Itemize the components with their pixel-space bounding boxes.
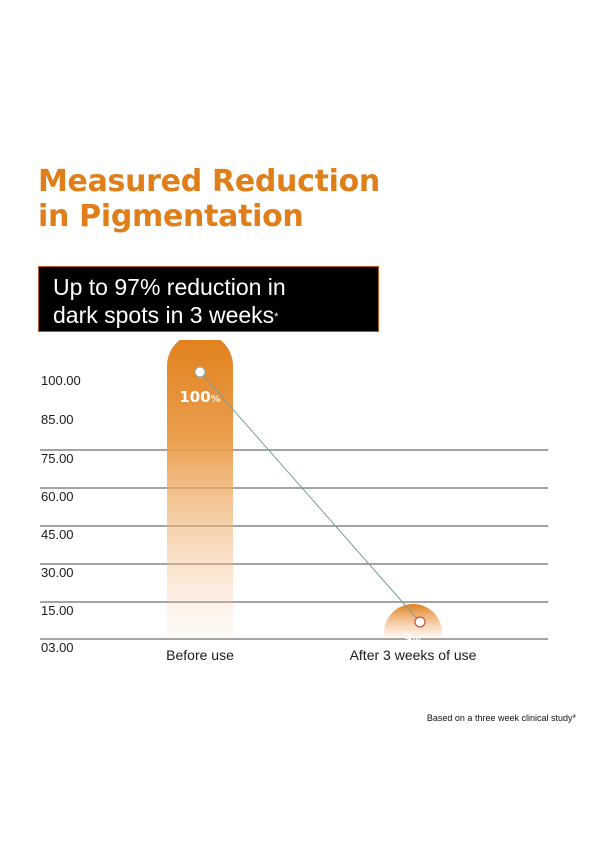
banner-asterisk: *: [274, 311, 279, 323]
data-label: 3%: [403, 630, 423, 648]
data-label-unit: %: [211, 394, 221, 405]
data-point: [194, 366, 206, 378]
connector-line: [199, 371, 421, 623]
y-tick-label: 75.00: [41, 451, 74, 466]
y-tick-label: 30.00: [41, 565, 74, 580]
x-category-label: Before use: [166, 647, 234, 663]
data-label: 100%: [179, 388, 220, 406]
gridlines: [40, 371, 566, 640]
connector: [194, 366, 426, 628]
data-label-value: 3: [403, 630, 413, 648]
title-line-2: in Pigmentation: [38, 199, 304, 234]
bars: [167, 340, 442, 637]
data-label-value: 100: [179, 388, 210, 406]
y-axis-ticks: 100.00 85.00 75.00 60.00 45.00 30.00 15.00 03.0…: [41, 373, 81, 655]
chart-title: Measured Reduction in Pigmentation: [38, 164, 380, 234]
banner-line-1: Up to 97% reduction in: [53, 274, 286, 300]
y-tick-label: 100.00: [41, 373, 81, 388]
banner-line-2-text: dark spots in 3 weeks: [53, 302, 275, 328]
y-tick-label: 85.00: [41, 412, 74, 427]
claim-banner: Up to 97% reduction in dark spots in 3 w…: [38, 266, 379, 332]
x-category-label: After 3 weeks of use: [350, 647, 477, 663]
title-line-1: Measured Reduction: [38, 164, 380, 199]
x-axis-labels: Before use After 3 weeks of use: [166, 647, 476, 663]
data-point: [414, 616, 426, 628]
y-tick-label: 03.00: [41, 640, 74, 655]
banner-line-2: dark spots in 3 weeks*: [53, 301, 378, 329]
y-tick-label: 15.00: [41, 603, 74, 618]
bar: [384, 604, 442, 637]
bar: [167, 340, 233, 637]
footnote: Based on a three week clinical study*: [426, 713, 576, 723]
data-labels: 100%3%: [179, 388, 423, 648]
y-tick-label: 45.00: [41, 527, 74, 542]
bar-chart: 100.00 85.00 75.00 60.00 45.00 30.00 15.00 03.0…: [40, 340, 566, 663]
data-label-unit: %: [413, 636, 423, 647]
y-tick-label: 60.00: [41, 489, 74, 504]
